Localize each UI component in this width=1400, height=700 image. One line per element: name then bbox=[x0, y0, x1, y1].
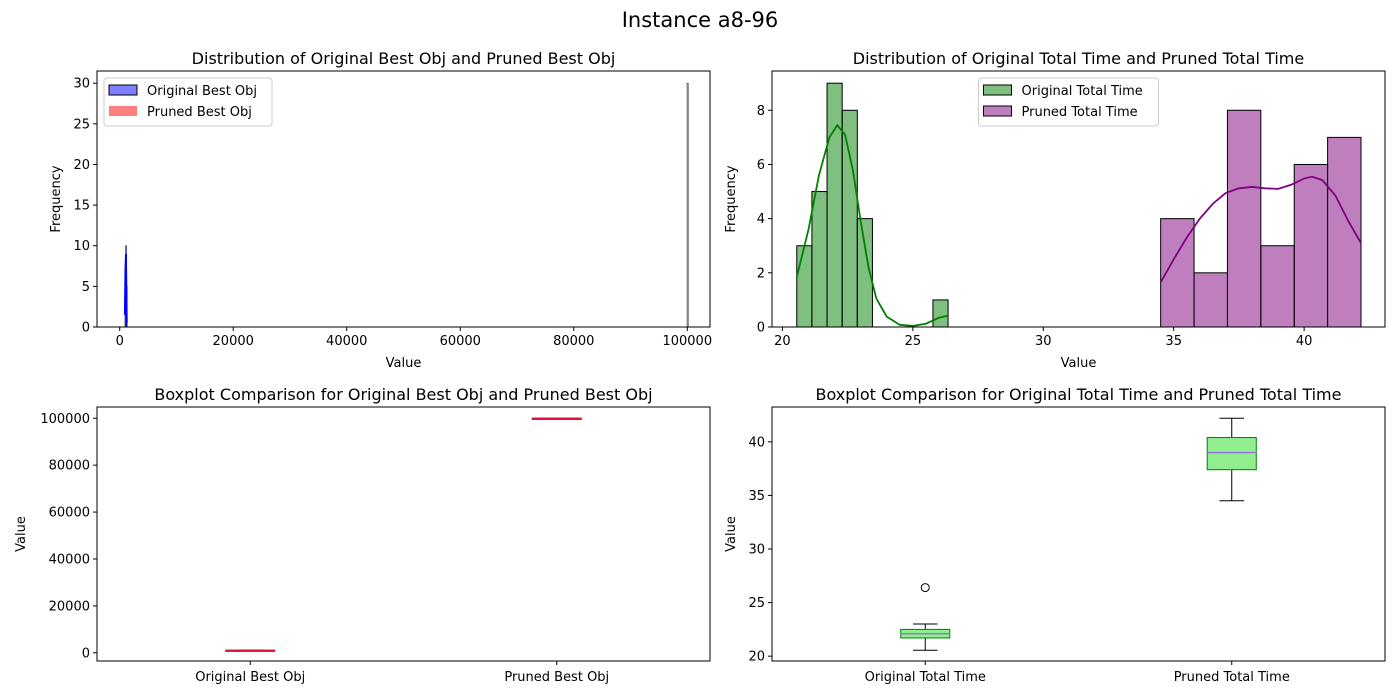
y-axis-label: Frequency bbox=[49, 165, 64, 232]
plot-area bbox=[795, 82, 1362, 327]
x-tick-label: 80000 bbox=[553, 334, 594, 349]
y-tick-label: 100000 bbox=[40, 412, 90, 427]
box-2 bbox=[1206, 417, 1257, 502]
y-tick-label: 2 bbox=[757, 266, 765, 281]
y-axis-label: Value bbox=[14, 516, 29, 552]
y-tick-label: 20000 bbox=[49, 599, 90, 614]
figure-title: Instance a8-96 bbox=[621, 8, 779, 32]
x-axis-label: Value bbox=[386, 356, 422, 371]
y-tick-label: 40000 bbox=[49, 552, 90, 567]
y-tick-label: 15 bbox=[73, 199, 90, 214]
x-tick-label: Original Total Time bbox=[865, 670, 986, 685]
boxplot-total-time: Original Total Time Pruned Total Time 20 25… bbox=[724, 385, 1386, 685]
box-iqr bbox=[1206, 437, 1257, 471]
x-tick-label: 25 bbox=[905, 334, 922, 349]
y-tick-label: 60000 bbox=[49, 506, 90, 521]
plot-area bbox=[123, 82, 689, 327]
x-tick-label: 40 bbox=[1296, 334, 1313, 349]
y-axis-label: Frequency bbox=[724, 165, 739, 232]
y-tick-label: 0 bbox=[82, 321, 90, 336]
x-tick-label: 40000 bbox=[326, 334, 367, 349]
axes-title: Boxplot Comparison for Original Total Ti… bbox=[816, 385, 1342, 404]
y-tick-label: 80000 bbox=[49, 459, 90, 474]
hist-bar bbox=[1293, 163, 1329, 327]
y-axis-label: Value bbox=[724, 516, 739, 552]
legend: Original Best Obj Pruned Best Obj bbox=[103, 77, 273, 127]
legend-label: Original Best Obj bbox=[147, 84, 257, 99]
legend-swatch bbox=[983, 84, 1012, 96]
y-tick-label: 10 bbox=[73, 239, 90, 254]
legend: Original Total Time Pruned Total Time bbox=[978, 77, 1159, 127]
x-tick-label: 20 bbox=[774, 334, 791, 349]
y-tick-label: 6 bbox=[757, 158, 765, 173]
y-tick-label: 8 bbox=[757, 104, 765, 119]
box-1 bbox=[900, 583, 951, 651]
y-tick-label: 20 bbox=[748, 650, 765, 665]
x-tick-label: 0 bbox=[116, 334, 124, 349]
x-tick-label: 100000 bbox=[662, 334, 712, 349]
y-tick-label: 25 bbox=[748, 596, 765, 611]
legend-swatch bbox=[109, 106, 137, 116]
y-tick-label: 0 bbox=[757, 321, 765, 336]
hist-bar bbox=[811, 191, 828, 327]
axes-frame bbox=[771, 406, 1386, 662]
hist-bar bbox=[826, 82, 843, 327]
y-tick-label: 25 bbox=[73, 117, 90, 132]
hist-bar bbox=[841, 109, 858, 327]
box-2 bbox=[531, 417, 582, 420]
legend-swatch bbox=[108, 84, 138, 96]
y-tick-label: 30 bbox=[748, 543, 765, 558]
axes-frame bbox=[96, 406, 711, 662]
histogram-total-time: 20 25 30 35 40 0 2 4 6 8 Distribution of Original … bbox=[724, 49, 1386, 371]
y-tick-label: 40 bbox=[748, 435, 765, 450]
kde-line bbox=[795, 123, 949, 327]
y-tick-label: 0 bbox=[82, 646, 90, 661]
y-tick-label: 35 bbox=[748, 489, 765, 504]
x-tick-label: 35 bbox=[1165, 334, 1182, 349]
boxplot-best-obj: Original Best Obj Pruned Best Obj 0 20000 40… bbox=[14, 385, 711, 685]
y-tick-label: 30 bbox=[73, 77, 90, 92]
legend-label: Original Total Time bbox=[1022, 84, 1143, 99]
hist-bar bbox=[856, 218, 873, 327]
hist-bar bbox=[1260, 245, 1295, 327]
histogram-best-obj: 0 20000 40000 60000 80000 100000 0 5 10 15 20 25 30 D… bbox=[49, 49, 712, 371]
hist-bar bbox=[1327, 136, 1362, 327]
legend-label: Pruned Total Time bbox=[1022, 105, 1138, 120]
hist-bar bbox=[796, 245, 813, 327]
x-axis-label: Value bbox=[1061, 356, 1097, 371]
hist-bar bbox=[1160, 218, 1195, 327]
y-tick-label: 5 bbox=[82, 280, 90, 295]
hist-bar bbox=[686, 82, 689, 327]
x-tick-label: 60000 bbox=[440, 334, 481, 349]
y-tick-label: 20 bbox=[73, 158, 90, 173]
x-tick-label: 20000 bbox=[213, 334, 254, 349]
axes-title: Distribution of Original Total Time and … bbox=[853, 49, 1304, 68]
axes-frame bbox=[771, 70, 1386, 328]
hist-bar bbox=[932, 299, 949, 327]
legend-label: Pruned Best Obj bbox=[147, 105, 252, 120]
hist-bar bbox=[1226, 109, 1262, 327]
outlier-point bbox=[920, 583, 930, 593]
x-tick-label: Original Best Obj bbox=[195, 670, 305, 685]
kde-line bbox=[123, 253, 128, 323]
axes-title: Distribution of Original Best Obj and Pr… bbox=[192, 49, 616, 68]
x-tick-label: Pruned Best Obj bbox=[504, 670, 609, 685]
axes-title: Boxplot Comparison for Original Best Obj… bbox=[154, 385, 652, 404]
box-1 bbox=[225, 649, 276, 652]
axes-frame bbox=[96, 70, 711, 328]
y-tick-label: 4 bbox=[757, 212, 765, 227]
legend-swatch bbox=[983, 105, 1012, 117]
hist-bar bbox=[1193, 272, 1228, 327]
legend-frame bbox=[103, 77, 273, 127]
kde-line bbox=[1159, 175, 1362, 283]
legend-frame bbox=[978, 77, 1159, 127]
x-tick-label: 30 bbox=[1035, 334, 1052, 349]
x-tick-label: Pruned Total Time bbox=[1174, 670, 1290, 685]
